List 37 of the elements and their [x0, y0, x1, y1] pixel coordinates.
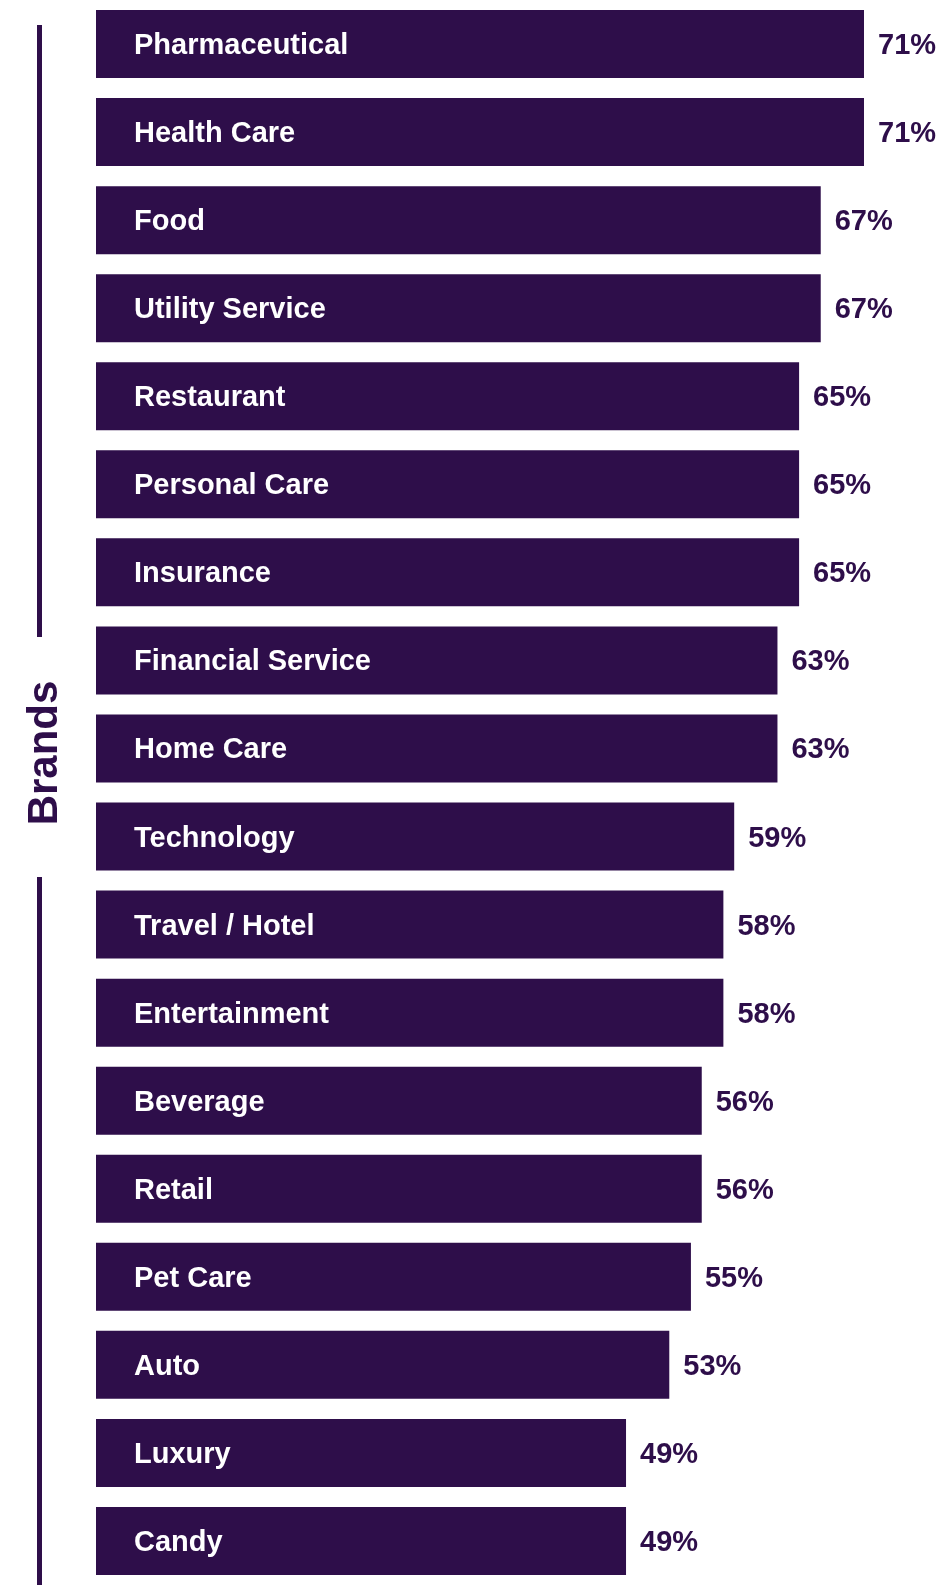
y-axis-title: Brands — [18, 680, 66, 826]
y-tick-label: Home Care — [134, 732, 288, 765]
y-tick-label: Candy — [134, 1524, 223, 1557]
data-label: 55% — [704, 1260, 764, 1293]
y-tick-label: Technology — [134, 820, 295, 853]
y-tick-label: Pharmaceutical — [134, 28, 349, 61]
data-label: 63% — [791, 644, 850, 677]
data-label: 67% — [834, 292, 893, 325]
data-label: 63% — [791, 732, 850, 765]
data-label: 65% — [813, 556, 872, 589]
data-label: 53% — [683, 1348, 742, 1381]
y-tick-label: Financial Service — [134, 644, 371, 677]
y-tick-label: Luxury — [134, 1436, 231, 1469]
data-label: 65% — [813, 380, 872, 413]
y-tick-label: Insurance — [134, 556, 271, 589]
data-label: 49% — [640, 1524, 699, 1557]
y-tick-label: Restaurant — [134, 380, 286, 413]
data-label: 58% — [737, 996, 796, 1029]
y-tick-label: Health Care — [134, 116, 296, 149]
y-tick-label: Food — [134, 204, 205, 237]
data-label: 56% — [715, 1172, 774, 1205]
data-label: 58% — [737, 908, 796, 941]
y-tick-label: Entertainment — [134, 996, 330, 1029]
y-tick-label: Personal Care — [134, 468, 330, 501]
data-label: 49% — [640, 1436, 699, 1469]
data-label: 71% — [878, 116, 937, 149]
y-tick-label: Retail — [134, 1172, 213, 1205]
data-label: 71% — [878, 28, 937, 61]
y-tick-label: Auto — [134, 1348, 201, 1381]
data-label: 56% — [715, 1084, 774, 1117]
y-tick-label: Pet Care — [134, 1260, 252, 1293]
data-label: 59% — [748, 820, 807, 853]
y-tick-label: Utility Service — [134, 292, 326, 325]
data-label: 65% — [813, 468, 872, 501]
data-label: 67% — [834, 204, 893, 237]
y-tick-label: Travel / Hotel — [134, 908, 315, 941]
y-tick-label: Beverage — [134, 1084, 265, 1117]
